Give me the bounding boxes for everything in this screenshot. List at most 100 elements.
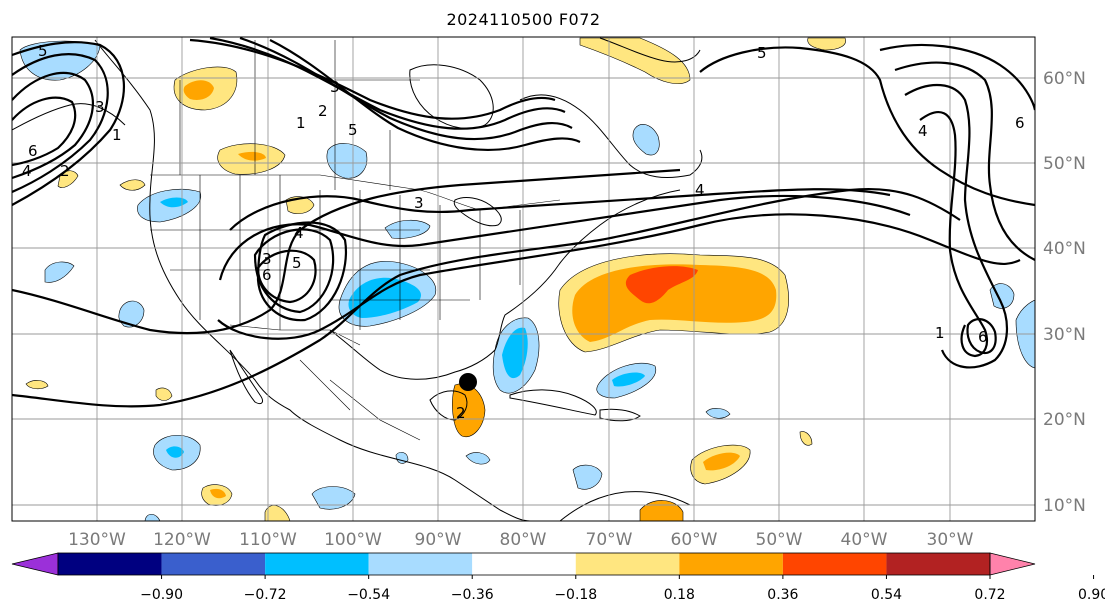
- colorbar-cell: [886, 553, 990, 575]
- colorbar-cell: [161, 553, 266, 575]
- contour-line-5: [189, 38, 556, 120]
- contour-label-2: 5: [757, 44, 767, 62]
- contour-line-2: [12, 53, 109, 194]
- colorbar-cell: [265, 553, 369, 575]
- colorbar-cell: [575, 553, 680, 575]
- colorbar-extend-low: [11, 552, 59, 576]
- contour-line-16: [217, 213, 1021, 340]
- atlantic-negative-small: [705, 408, 731, 419]
- contour-line-3: [12, 71, 94, 180]
- small-positive-4: [799, 431, 813, 446]
- longitude-label-120w: 120°W: [153, 530, 211, 550]
- contour-line-9: [12, 168, 681, 335]
- contour-label-10: 3: [330, 78, 340, 96]
- contour-line-6: [209, 37, 566, 130]
- contour-label-4: 2: [60, 162, 70, 180]
- colorbar-tick-label: 0.36: [767, 587, 798, 603]
- latitude-label-20n: 20°N: [1043, 410, 1086, 430]
- contour-line-20: [904, 83, 1009, 369]
- contour-label-1: 5: [38, 42, 48, 60]
- colorbar-tick-label: −0.90: [140, 587, 183, 603]
- latitude-label-40n: 40°N: [1043, 239, 1086, 259]
- colorbar-ticks: −0.90 −0.72 −0.54 −0.36 −0.18 0.18 0.36 0.54 0.7…: [140, 575, 1105, 603]
- longitude-label-50w: 50°W: [756, 530, 803, 550]
- contour-labels: 5 5 3 2 1 6 4 1 2 3 5 4 3 4 5 6 3 4 6 1 …: [22, 42, 1025, 422]
- contour-label-20: 1: [935, 324, 945, 342]
- longitude-label-70w: 70°W: [586, 530, 633, 550]
- west-negative-core: [160, 197, 188, 208]
- north-positive-area: [807, 37, 846, 51]
- contour-label-19: 6: [1015, 114, 1025, 132]
- colorbar-tick-label: −0.36: [451, 587, 494, 603]
- greenland-positive-area: [579, 37, 691, 84]
- us-mexico-border: [229, 324, 361, 346]
- gulf-coastline: [329, 189, 681, 380]
- contour-label-6: 6: [28, 142, 38, 160]
- gulf-positive-area: [452, 383, 486, 438]
- caribbean-positive-core: [703, 452, 740, 471]
- map-frame: [11, 36, 1036, 522]
- mexico-negative-small: [395, 451, 409, 464]
- south-america-coastline: [559, 491, 691, 521]
- small-positive-1: [285, 196, 315, 214]
- longitude-label-40w: 40°W: [841, 530, 888, 550]
- atlantic-positive-core: [572, 264, 777, 342]
- canada-east-coastline: [519, 94, 703, 179]
- contour-label-12: 4: [294, 224, 304, 242]
- storm-location-marker: [459, 373, 477, 391]
- latitude-label-50n: 50°N: [1043, 154, 1086, 174]
- colorbar-tick-label: −0.18: [554, 587, 597, 603]
- canada-negative-area: [326, 143, 368, 179]
- atlantic-strong-core: [625, 266, 698, 304]
- colorbar-tick-label: −0.54: [347, 587, 390, 603]
- contour-line-7: [239, 37, 573, 141]
- colorbar-tick-label: 0.90: [1078, 587, 1105, 603]
- contour-label-5: 1: [112, 126, 122, 144]
- contour-line-17: [699, 46, 1035, 207]
- yucatan-coastline: [429, 390, 468, 421]
- colorbar-cell: [679, 553, 783, 575]
- contour-line-10: [12, 188, 961, 408]
- great-lakes-negative-area: [384, 219, 431, 239]
- graticule: [12, 37, 1035, 521]
- longitude-labels: 130°W 120°W 110°W 100°W 90°W 80°W 70°W 6…: [68, 530, 974, 550]
- latitude-label-30n: 30°N: [1043, 325, 1086, 345]
- pacific-negative-core: [166, 446, 184, 458]
- florida-negative-core: [502, 327, 528, 379]
- contour-line-14: [229, 188, 891, 231]
- contour-label-14: 4: [918, 122, 928, 140]
- state-lines-3: [359, 190, 521, 330]
- contour-line-18: [879, 43, 1035, 111]
- colorbar-cell: [472, 553, 576, 575]
- colorbar-cells: [11, 552, 1036, 576]
- latitude-label-10n: 10°N: [1043, 496, 1086, 516]
- colorbar: −0.90 −0.72 −0.54 −0.36 −0.18 0.18 0.36 0.54 0.7…: [11, 552, 1105, 603]
- baja-outline: [229, 349, 263, 405]
- latitude-label-60n: 60°N: [1043, 69, 1086, 89]
- pacific-negative-small-2: [44, 261, 75, 283]
- longitude-label-80w: 80°W: [500, 530, 547, 550]
- contours: [12, 37, 1035, 408]
- pacific-negative-small: [118, 300, 145, 328]
- contour-line-8: [269, 39, 581, 152]
- map-title: 2024110500 F072: [446, 10, 601, 29]
- colorbar-tick-label: 0.54: [871, 587, 902, 603]
- longitude-label-110w: 110°W: [239, 530, 297, 550]
- latitude-labels: 60°N 50°N 40°N 30°N 20°N 10°N: [1043, 69, 1086, 516]
- contour-label-11: 5: [348, 121, 358, 139]
- small-positive-3: [119, 179, 146, 191]
- contour-line-19: [894, 61, 1035, 261]
- contour-label-22: 2: [456, 404, 466, 422]
- colorbar-tick-label: −0.72: [244, 587, 287, 603]
- alaska-negative-area: [19, 40, 101, 81]
- contour-line-15: [218, 194, 911, 281]
- longitude-label-90w: 90°W: [415, 530, 462, 550]
- plains-negative-core: [348, 277, 421, 318]
- mexico-states: [299, 359, 421, 441]
- longitude-label-130w: 130°W: [68, 530, 126, 550]
- state-lines-1: [199, 175, 321, 330]
- greenland-outline: [599, 37, 701, 63]
- small-positive-6: [264, 505, 291, 521]
- contour-label-3: 3: [95, 98, 105, 116]
